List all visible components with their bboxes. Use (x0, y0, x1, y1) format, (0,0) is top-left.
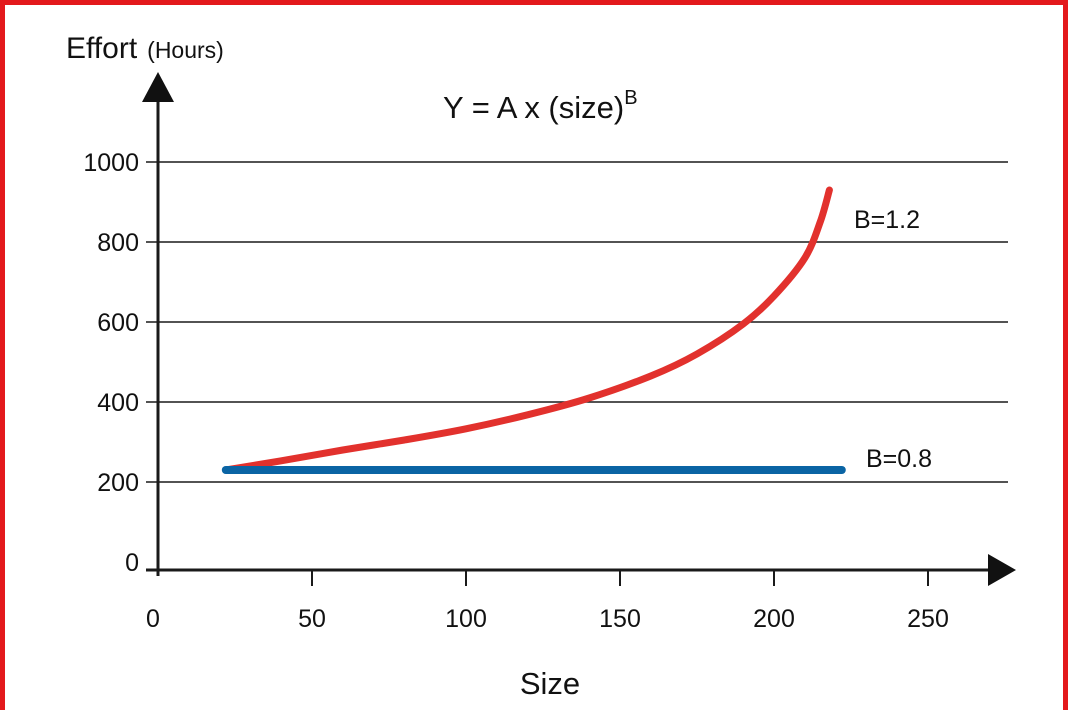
x-tick-label: 200 (753, 605, 795, 633)
y-tick-label: 800 (97, 229, 139, 257)
x-axis-arrow (988, 554, 1016, 586)
series-label: B=1.2 (854, 206, 920, 234)
x-axis-label: Size (520, 666, 580, 701)
x-tick-label: 100 (445, 605, 487, 633)
chart-title: Y = A x (size)B (443, 87, 638, 125)
y-axis-label: Effort (Hours) (66, 32, 224, 65)
series-line-b-1-2 (222, 186, 833, 474)
series-lines (221, 186, 846, 475)
x-tick-label: 0 (146, 605, 160, 633)
y-axis-arrow (142, 72, 174, 102)
y-tick-label: 400 (97, 389, 139, 417)
labels: 0 200 400 600 800 1000 0 50 100 150 200 250 B=1.2 B=0… (83, 149, 948, 633)
x-tick-label: 150 (599, 605, 641, 633)
title-superscript: B (624, 87, 637, 109)
x-tick-label: 50 (298, 605, 326, 633)
x-tick-label: 250 (907, 605, 949, 633)
series-label: B=0.8 (866, 445, 932, 473)
axes (142, 72, 1016, 586)
y-tick-label: 200 (97, 469, 139, 497)
y-tick-label: 600 (97, 309, 139, 337)
y-tick-label: 1000 (83, 149, 139, 177)
y-tick-label: 0 (125, 549, 139, 577)
y-axis-unit: (Hours) (147, 37, 224, 63)
